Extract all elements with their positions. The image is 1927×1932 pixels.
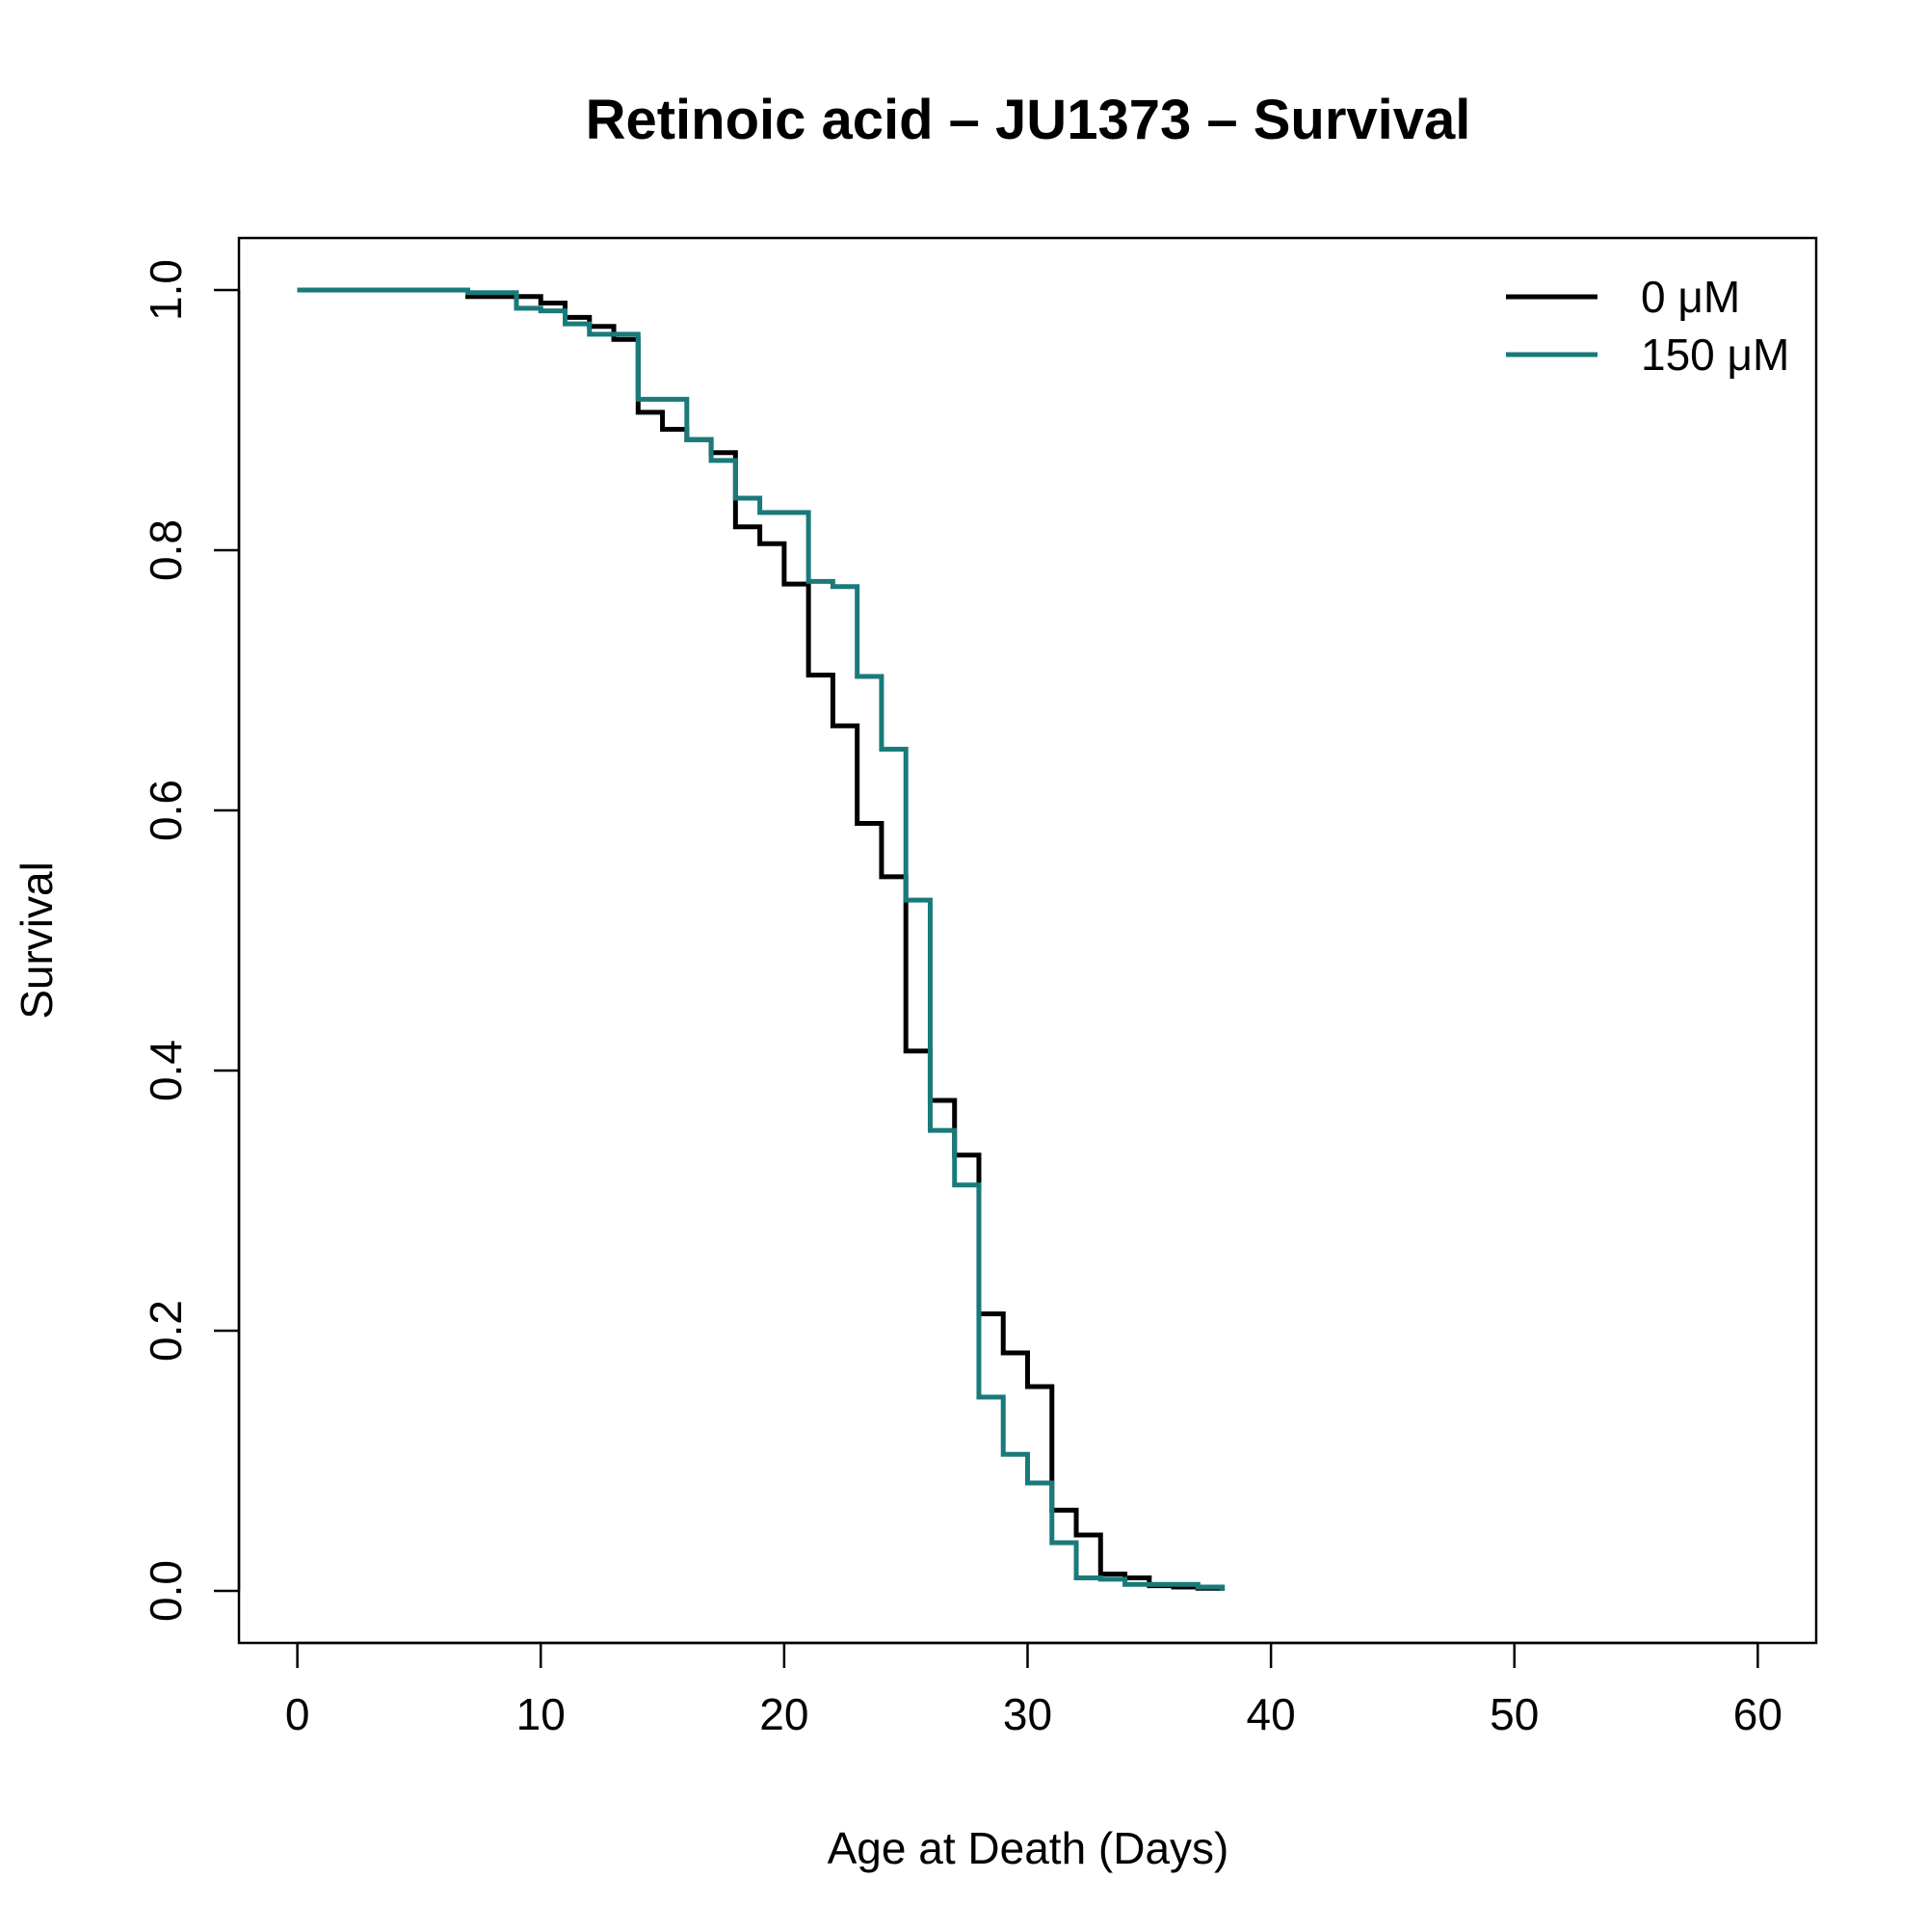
legend: 0 μM 150 μM	[1506, 272, 1789, 380]
series-line-0	[297, 287, 1226, 1591]
y-axis: 0.0 0.2 0.4 0.6 0.8 1.0	[141, 259, 241, 1622]
y-tick-label: 0.4	[141, 1040, 191, 1101]
series-layer	[297, 287, 1226, 1591]
x-tick-label: 50	[1490, 1689, 1539, 1739]
x-tick-label: 20	[759, 1689, 808, 1739]
x-tick-label: 0	[285, 1689, 310, 1739]
x-tick-label: 10	[516, 1689, 566, 1739]
y-tick-label: 0.6	[141, 780, 191, 841]
plot-frame	[237, 236, 1818, 1645]
chart-title: Retinoic acid – JU1373 – Survival	[586, 89, 1471, 151]
x-tick-label: 60	[1733, 1689, 1782, 1739]
y-tick-label: 1.0	[141, 259, 191, 321]
y-tick-label: 0.0	[141, 1560, 191, 1622]
x-tick-label: 40	[1247, 1689, 1296, 1739]
series-line-1	[297, 287, 1226, 1591]
x-axis-label: Age at Death (Days)	[828, 1823, 1229, 1873]
x-tick-label: 30	[1003, 1689, 1052, 1739]
y-axis-label: Survival	[12, 861, 62, 1019]
x-axis: 0 10 20 30 40 50 60	[285, 1641, 1782, 1739]
legend-label-1: 150 μM	[1641, 330, 1789, 380]
legend-label-0: 0 μM	[1641, 272, 1740, 322]
y-tick-label: 0.8	[141, 519, 191, 581]
y-tick-label: 0.2	[141, 1300, 191, 1362]
